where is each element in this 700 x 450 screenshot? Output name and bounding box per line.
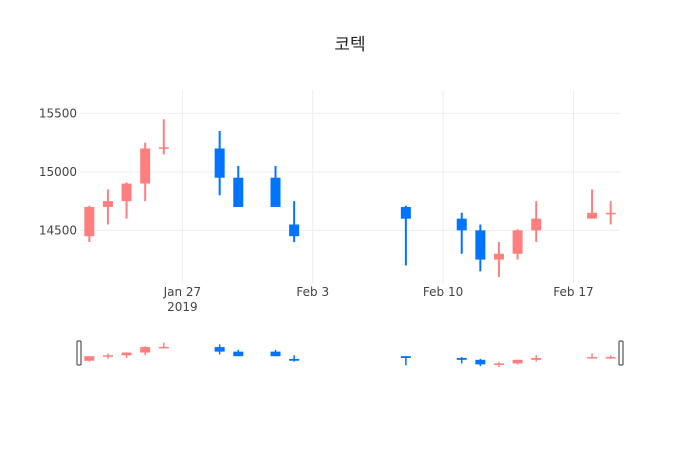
x-tick-label: Feb 17 [553, 285, 593, 299]
slider-candle [605, 355, 616, 359]
slider-candle-body [512, 359, 523, 364]
x-tick-label: Feb 10 [423, 285, 463, 299]
slider-candle [531, 355, 542, 362]
candle-body [400, 206, 411, 219]
slider-candle-body [531, 358, 542, 360]
slider-candle [493, 361, 504, 368]
candle-increasing[interactable] [140, 142, 151, 202]
slider-candle [233, 349, 244, 357]
candle-decreasing[interactable] [214, 130, 225, 196]
chart-title: 코텍 [334, 35, 365, 55]
candle-decreasing[interactable] [233, 166, 244, 207]
candle-body [270, 177, 281, 207]
range-slider-left-handle[interactable] [76, 340, 82, 366]
candle-decreasing[interactable] [270, 166, 281, 207]
slider-candle-body [214, 347, 225, 352]
candle-increasing[interactable] [84, 205, 95, 243]
slider-candle-body [400, 356, 411, 358]
slider-candle-body [587, 357, 598, 359]
slider-candle [400, 356, 411, 366]
x-tick-label: Jan 27 [163, 285, 202, 299]
slider-candle [140, 346, 151, 356]
x-tick-label: Feb 3 [296, 285, 329, 299]
candle-body [158, 147, 169, 149]
candle-body [512, 230, 523, 254]
y-tick-label: 14500 [39, 223, 77, 237]
candle-increasing[interactable] [587, 189, 598, 219]
slider-candle [270, 349, 281, 357]
slider-candle-body [140, 347, 151, 353]
slider-candle-body [121, 352, 132, 356]
candle-increasing[interactable] [493, 242, 504, 278]
candle-body [475, 230, 486, 260]
slider-candle-body [289, 358, 300, 361]
candle-body [140, 148, 151, 184]
candle-body [493, 253, 504, 260]
candle-body [587, 212, 598, 219]
slider-candle-body [493, 363, 504, 365]
candle-decreasing[interactable] [475, 224, 486, 272]
slider-candle [289, 355, 300, 362]
candle-body [102, 201, 113, 207]
candle-decreasing[interactable] [456, 212, 467, 254]
y-tick-label: 15500 [39, 106, 77, 120]
candle-body [531, 218, 542, 231]
slider-candle-body [456, 358, 467, 360]
candle-increasing[interactable] [102, 189, 113, 225]
slider-candle-body [605, 357, 616, 359]
candle-increasing[interactable] [121, 182, 132, 219]
candle-increasing[interactable] [158, 119, 169, 155]
slider-candle-body [158, 346, 169, 349]
candle-body [456, 218, 467, 231]
candle-increasing[interactable] [531, 201, 542, 243]
slider-candle-body [233, 351, 244, 357]
slider-candle-body [84, 356, 95, 361]
candle-body [214, 148, 225, 178]
candle-body [121, 183, 132, 202]
slider-candle [214, 344, 225, 355]
range-slider[interactable] [76, 340, 624, 368]
slider-candle [587, 353, 598, 359]
candle-decreasing[interactable] [289, 201, 300, 243]
slider-candle-body [102, 355, 113, 357]
range-slider-right-handle[interactable] [618, 340, 624, 366]
slider-candle [102, 353, 113, 359]
candle-body [605, 212, 616, 215]
x-tick-year-label: 2019 [167, 300, 198, 314]
slider-candle [456, 357, 467, 364]
slider-candle [475, 358, 486, 367]
slider-candle [158, 342, 169, 349]
slider-candle [512, 359, 523, 365]
candle-increasing[interactable] [512, 229, 523, 260]
slider-candle [121, 352, 132, 358]
candle-increasing[interactable] [605, 201, 616, 225]
candle-layer [84, 119, 616, 278]
y-tick-label: 15000 [39, 165, 77, 179]
candle-body [289, 224, 300, 237]
candle-body [233, 177, 244, 207]
candle-decreasing[interactable] [400, 205, 411, 266]
grid-layer [80, 90, 620, 283]
slider-candle-body [475, 359, 486, 365]
candle-body [84, 206, 95, 237]
slider-candle-body [270, 351, 281, 357]
slider-candle [84, 356, 95, 362]
